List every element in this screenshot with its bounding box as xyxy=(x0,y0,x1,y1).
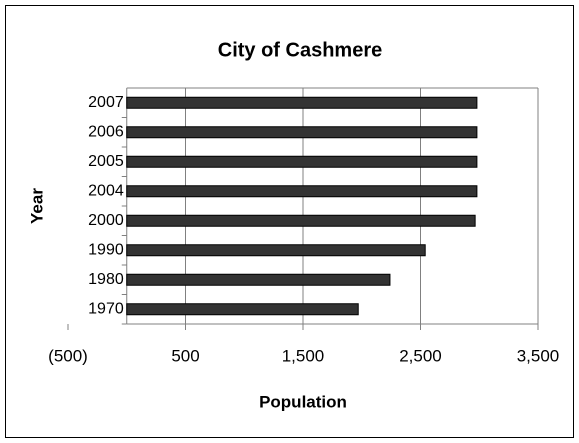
bar xyxy=(126,185,478,198)
y-axis-title: Year xyxy=(27,188,46,224)
bar xyxy=(126,273,391,286)
y-tick-label: 2000 xyxy=(88,212,124,229)
x-tick-label: 1,500 xyxy=(282,346,325,365)
y-tick-label: 2007 xyxy=(88,94,124,111)
x-tick-label: 500 xyxy=(171,346,199,365)
bar xyxy=(126,244,426,257)
bar xyxy=(126,214,476,227)
y-tick-label: 1990 xyxy=(88,241,124,258)
y-tick-label: 1970 xyxy=(88,300,124,317)
y-tick-label: 1980 xyxy=(88,271,124,288)
bar xyxy=(126,126,478,139)
bar xyxy=(126,155,478,168)
x-tick-label: 2,500 xyxy=(399,346,442,365)
x-axis-title: Population xyxy=(259,392,347,411)
y-tick-label: 2005 xyxy=(88,153,124,170)
x-tick-label: (500) xyxy=(48,346,88,365)
y-tick-label: 2006 xyxy=(88,123,124,140)
bar xyxy=(126,303,359,316)
x-tick-label: 3,500 xyxy=(517,346,560,365)
y-tick-label: 2004 xyxy=(88,182,124,199)
bar xyxy=(126,96,478,109)
chart-title: City of Cashmere xyxy=(218,39,383,61)
